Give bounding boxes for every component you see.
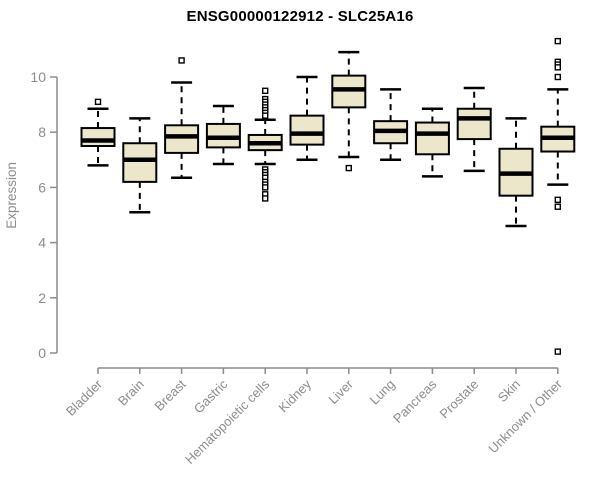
box-group-bladder: [80, 98, 116, 167]
outlier-point: [178, 57, 185, 64]
box-group-hematopoietic-cells: [247, 87, 283, 202]
chart-title: ENSG00000122912 - SLC25A16: [186, 8, 414, 25]
x-tick-label: Brain: [115, 377, 147, 409]
y-tick-label: 0: [38, 345, 46, 361]
x-tick-label: Lung: [367, 377, 398, 408]
y-tick-label: 4: [38, 235, 46, 251]
y-tick-label: 10: [30, 69, 46, 85]
y-tick-label: 6: [38, 179, 46, 195]
y-tick-label: 8: [38, 124, 46, 140]
outlier-point: [554, 64, 561, 71]
outlier-point: [262, 184, 269, 191]
box-group-prostate: [456, 86, 492, 173]
outlier-point: [554, 73, 561, 81]
iqr-box: [456, 107, 492, 141]
y-tick-label: 2: [38, 290, 46, 306]
outlier-point: [262, 112, 269, 119]
iqr-box: [289, 114, 325, 146]
x-tick-label: Skin: [495, 377, 523, 405]
iqr-box: [122, 142, 158, 183]
box-group-gastric: [205, 104, 241, 166]
box-group-pancreas: [414, 107, 450, 178]
x-tick-label: Pancreas: [390, 376, 440, 426]
box-group-kidney: [289, 75, 325, 162]
outlier-point: [262, 87, 269, 95]
box-group-breast: [164, 57, 200, 179]
iqr-box: [80, 127, 116, 147]
outlier-point: [554, 348, 561, 355]
box-group-liver: [331, 50, 367, 172]
outlier-point: [554, 196, 561, 204]
x-tick-label: Prostate: [436, 377, 481, 422]
outlier-point: [554, 37, 561, 45]
x-tick-label: Kidney: [275, 376, 314, 415]
box-group-skin: [498, 117, 534, 228]
iqr-box: [164, 124, 200, 154]
outlier-point: [345, 164, 352, 172]
x-tick-label: Unknown / Other: [485, 376, 565, 456]
iqr-box: [414, 121, 450, 156]
x-tick-label: Liver: [325, 376, 356, 407]
x-tick-label: Bladder: [63, 376, 106, 419]
x-tick-label: Breast: [152, 376, 189, 413]
x-tick-label: Gastric: [191, 376, 231, 416]
outlier-point: [554, 203, 561, 210]
outlier-point: [262, 195, 269, 202]
box-group-unknown-other: [540, 37, 576, 355]
box-group-lung: [373, 88, 409, 162]
box-group-brain: [122, 117, 158, 214]
outlier-point: [94, 98, 102, 106]
